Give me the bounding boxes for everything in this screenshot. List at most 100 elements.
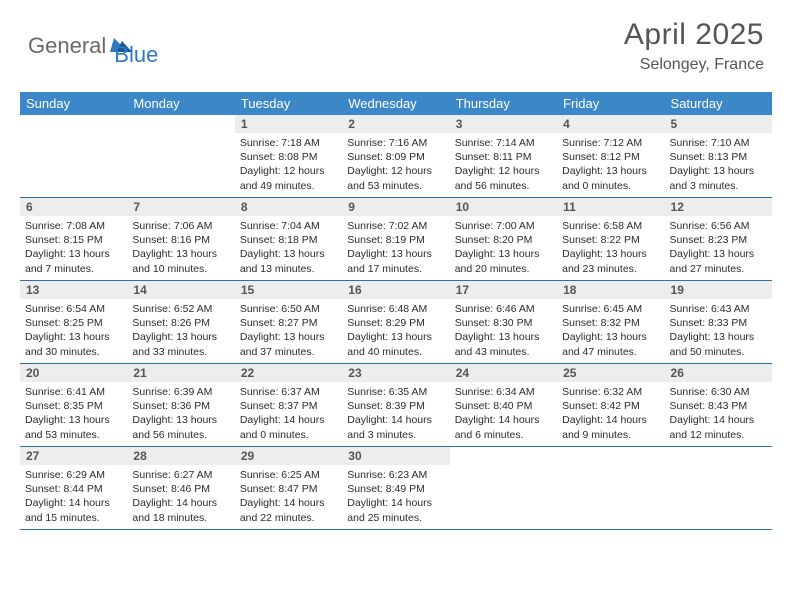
day-number: 21 (127, 364, 234, 382)
day-body: Sunrise: 6:58 AMSunset: 8:22 PMDaylight:… (557, 216, 664, 280)
day-cell: 18 Sunrise: 6:45 AMSunset: 8:32 PMDayligh… (557, 281, 664, 363)
day-body: Sunrise: 6:43 AMSunset: 8:33 PMDaylight:… (665, 299, 772, 363)
sunrise-text: Sunrise: 6:41 AM (25, 385, 122, 399)
page-header: General Blue April 2025 Selongey, France (0, 0, 792, 82)
sunset-text: Sunset: 8:29 PM (347, 316, 444, 330)
day-cell: 30Sunrise: 6:23 AMSunset: 8:49 PMDayligh… (342, 447, 449, 529)
day-cell: 13Sunrise: 6:54 AMSunset: 8:25 PMDayligh… (20, 281, 127, 363)
daylight-text: Daylight: 14 hours and 3 minutes. (347, 413, 444, 441)
daylight-text: Daylight: 13 hours and 17 minutes. (347, 247, 444, 275)
daylight-text: Daylight: 13 hours and 43 minutes. (455, 330, 552, 358)
day-body: Sunrise: 6:50 AMSunset: 8:27 PMDaylight:… (235, 299, 342, 363)
daylight-text: Daylight: 12 hours and 53 minutes. (347, 164, 444, 192)
daylight-text: Daylight: 13 hours and 40 minutes. (347, 330, 444, 358)
day-number: 27 (20, 447, 127, 465)
day-cell: 19Sunrise: 6:43 AMSunset: 8:33 PMDayligh… (665, 281, 772, 363)
daylight-text: Daylight: 13 hours and 50 minutes. (670, 330, 767, 358)
day-body: Sunrise: 7:02 AMSunset: 8:19 PMDaylight:… (342, 216, 449, 280)
sunset-text: Sunset: 8:40 PM (455, 399, 552, 413)
daylight-text: Daylight: 14 hours and 6 minutes. (455, 413, 552, 441)
sunrise-text: Sunrise: 6:52 AM (132, 302, 229, 316)
day-number: 18 (557, 281, 664, 299)
daylight-text: Daylight: 13 hours and 20 minutes. (455, 247, 552, 275)
day-cell: 17Sunrise: 6:46 AMSunset: 8:30 PMDayligh… (450, 281, 557, 363)
day-number: 28 (127, 447, 234, 465)
day-number: 9 (342, 198, 449, 216)
day-header: Thursday (450, 92, 557, 115)
day-body: Sunrise: 7:00 AMSunset: 8:20 PMDaylight:… (450, 216, 557, 280)
calendar: SundayMondayTuesdayWednesdayThursdayFrid… (20, 92, 772, 530)
day-number: 15 (235, 281, 342, 299)
day-body: Sunrise: 6:23 AMSunset: 8:49 PMDaylight:… (342, 465, 449, 529)
sunrise-text: Sunrise: 6:37 AM (240, 385, 337, 399)
day-body: Sunrise: 6:30 AMSunset: 8:43 PMDaylight:… (665, 382, 772, 446)
day-cell: 29Sunrise: 6:25 AMSunset: 8:47 PMDayligh… (235, 447, 342, 529)
sunset-text: Sunset: 8:36 PM (132, 399, 229, 413)
daylight-text: Daylight: 13 hours and 47 minutes. (562, 330, 659, 358)
sunset-text: Sunset: 8:27 PM (240, 316, 337, 330)
day-cell: 7Sunrise: 7:06 AMSunset: 8:16 PMDaylight… (127, 198, 234, 280)
sunrise-text: Sunrise: 6:45 AM (562, 302, 659, 316)
day-body: Sunrise: 6:34 AMSunset: 8:40 PMDaylight:… (450, 382, 557, 446)
day-number: 5 (665, 115, 772, 133)
day-body: Sunrise: 7:08 AMSunset: 8:15 PMDaylight:… (20, 216, 127, 280)
daylight-text: Daylight: 14 hours and 18 minutes. (132, 496, 229, 524)
day-cell: 11Sunrise: 6:58 AMSunset: 8:22 PMDayligh… (557, 198, 664, 280)
week-row: 1Sunrise: 7:18 AMSunset: 8:08 PMDaylight… (20, 115, 772, 198)
day-cell (450, 447, 557, 529)
sunrise-text: Sunrise: 7:08 AM (25, 219, 122, 233)
logo-text-blue: Blue (114, 42, 158, 68)
day-cell: 21Sunrise: 6:39 AMSunset: 8:36 PMDayligh… (127, 364, 234, 446)
sunrise-text: Sunrise: 7:14 AM (455, 136, 552, 150)
day-cell: 28Sunrise: 6:27 AMSunset: 8:46 PMDayligh… (127, 447, 234, 529)
day-header: Tuesday (235, 92, 342, 115)
sunset-text: Sunset: 8:33 PM (670, 316, 767, 330)
day-number: 7 (127, 198, 234, 216)
sunrise-text: Sunrise: 6:58 AM (562, 219, 659, 233)
day-body: Sunrise: 6:29 AMSunset: 8:44 PMDaylight:… (20, 465, 127, 529)
sunset-text: Sunset: 8:11 PM (455, 150, 552, 164)
daylight-text: Daylight: 13 hours and 3 minutes. (670, 164, 767, 192)
day-cell: 24Sunrise: 6:34 AMSunset: 8:40 PMDayligh… (450, 364, 557, 446)
day-body: Sunrise: 6:35 AMSunset: 8:39 PMDaylight:… (342, 382, 449, 446)
sunset-text: Sunset: 8:30 PM (455, 316, 552, 330)
day-body: Sunrise: 6:39 AMSunset: 8:36 PMDaylight:… (127, 382, 234, 446)
sunset-text: Sunset: 8:47 PM (240, 482, 337, 496)
day-body: Sunrise: 7:18 AMSunset: 8:08 PMDaylight:… (235, 133, 342, 197)
day-body: Sunrise: 6:41 AMSunset: 8:35 PMDaylight:… (20, 382, 127, 446)
sunrise-text: Sunrise: 7:06 AM (132, 219, 229, 233)
day-number: 22 (235, 364, 342, 382)
day-cell: 20Sunrise: 6:41 AMSunset: 8:35 PMDayligh… (20, 364, 127, 446)
day-body: Sunrise: 6:27 AMSunset: 8:46 PMDaylight:… (127, 465, 234, 529)
daylight-text: Daylight: 13 hours and 56 minutes. (132, 413, 229, 441)
week-row: 13Sunrise: 6:54 AMSunset: 8:25 PMDayligh… (20, 281, 772, 364)
sunset-text: Sunset: 8:25 PM (25, 316, 122, 330)
weeks-container: 1Sunrise: 7:18 AMSunset: 8:08 PMDaylight… (20, 115, 772, 530)
sunset-text: Sunset: 8:35 PM (25, 399, 122, 413)
day-header-row: SundayMondayTuesdayWednesdayThursdayFrid… (20, 92, 772, 115)
sunrise-text: Sunrise: 6:23 AM (347, 468, 444, 482)
day-cell: 2Sunrise: 7:16 AMSunset: 8:09 PMDaylight… (342, 115, 449, 197)
day-number: 2 (342, 115, 449, 133)
sunrise-text: Sunrise: 7:00 AM (455, 219, 552, 233)
day-header: Wednesday (342, 92, 449, 115)
sunrise-text: Sunrise: 7:18 AM (240, 136, 337, 150)
day-number: 29 (235, 447, 342, 465)
sunrise-text: Sunrise: 7:10 AM (670, 136, 767, 150)
sunset-text: Sunset: 8:15 PM (25, 233, 122, 247)
daylight-text: Daylight: 14 hours and 9 minutes. (562, 413, 659, 441)
day-body: Sunrise: 7:10 AMSunset: 8:13 PMDaylight:… (665, 133, 772, 197)
day-body: Sunrise: 7:06 AMSunset: 8:16 PMDaylight:… (127, 216, 234, 280)
day-number: 16 (342, 281, 449, 299)
sunrise-text: Sunrise: 7:12 AM (562, 136, 659, 150)
daylight-text: Daylight: 12 hours and 49 minutes. (240, 164, 337, 192)
sunset-text: Sunset: 8:08 PM (240, 150, 337, 164)
sunrise-text: Sunrise: 6:46 AM (455, 302, 552, 316)
location-label: Selongey, France (624, 56, 764, 74)
daylight-text: Daylight: 14 hours and 0 minutes. (240, 413, 337, 441)
day-cell: 22Sunrise: 6:37 AMSunset: 8:37 PMDayligh… (235, 364, 342, 446)
sunset-text: Sunset: 8:26 PM (132, 316, 229, 330)
day-cell: 26Sunrise: 6:30 AMSunset: 8:43 PMDayligh… (665, 364, 772, 446)
sunset-text: Sunset: 8:43 PM (670, 399, 767, 413)
sunset-text: Sunset: 8:32 PM (562, 316, 659, 330)
